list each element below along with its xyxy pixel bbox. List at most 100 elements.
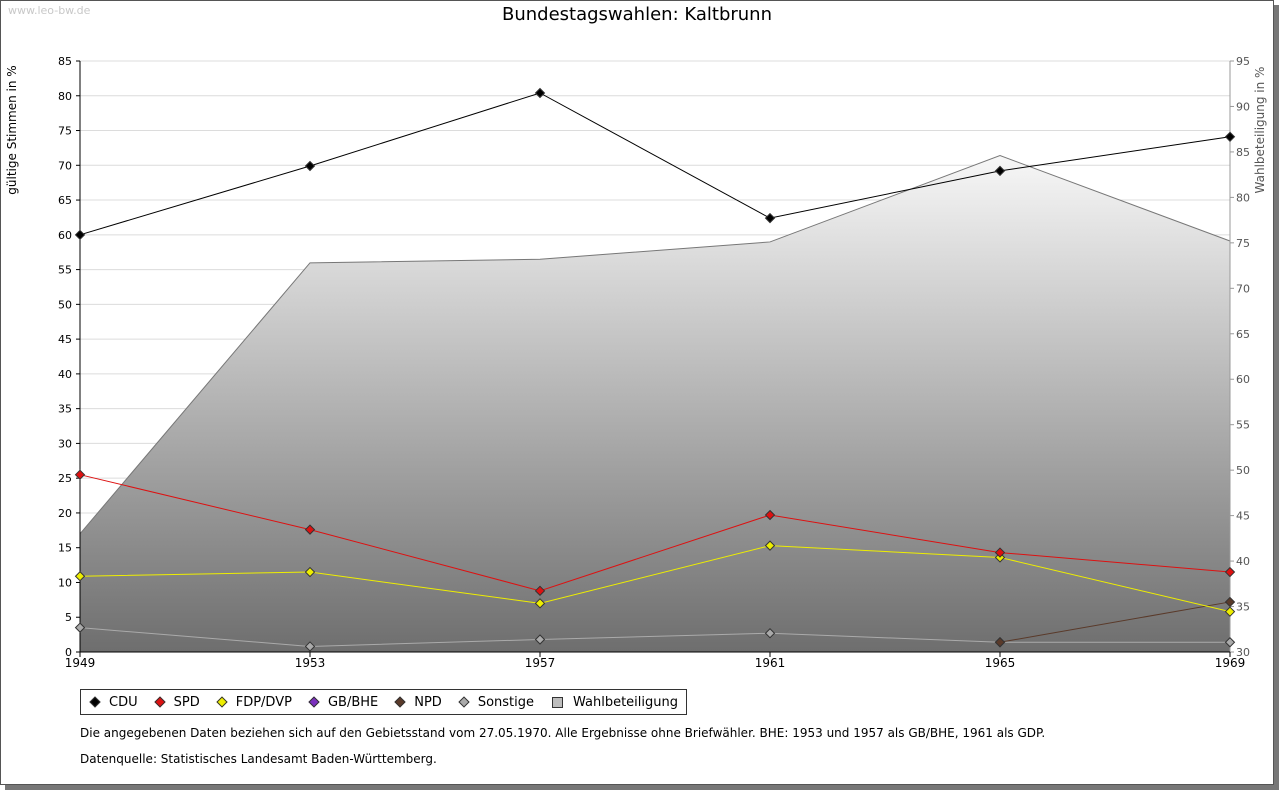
- legend-item-spd: SPD: [152, 695, 200, 710]
- y-tick-label-left: 70: [58, 159, 72, 172]
- turnout-line: [79, 155, 1231, 535]
- y-tick-label-left: 0: [65, 646, 72, 659]
- footnote-area: Die angegebenen Daten beziehen sich auf …: [80, 726, 1046, 740]
- x-tick-label: 1949: [65, 656, 96, 670]
- y-tick-label-left: 60: [58, 229, 72, 242]
- legend-marker-icon: [394, 696, 406, 708]
- legend: CDU SPD FDP/DVP GB/BHE NPD Sonstige Wahlbeteil…: [80, 689, 688, 715]
- data-point-cdu: [994, 165, 1006, 177]
- data-point-cdu: [74, 229, 86, 241]
- x-tick-label: 1957: [525, 656, 556, 670]
- y-tick-label-right: 80: [1236, 191, 1250, 204]
- y-tick-label-right: 45: [1236, 510, 1250, 523]
- y-tick-label-left: 75: [58, 125, 72, 138]
- data-point-npd: [994, 637, 1006, 648]
- legend-marker-icon: [153, 696, 166, 708]
- data-point-spd: [534, 585, 546, 597]
- y-tick-label-right: 90: [1236, 100, 1250, 113]
- turnout-area: [79, 155, 1231, 652]
- legend-label: FDP/DVP: [235, 694, 292, 710]
- data-point-fdpdvp: [1224, 606, 1236, 617]
- data-point-sonstige: [1224, 637, 1236, 648]
- data-point-sonstige: [534, 634, 546, 645]
- legend-label: SPD: [173, 694, 200, 710]
- x-tick-label: 1965: [985, 656, 1016, 670]
- y-tick-label-left: 20: [58, 507, 72, 520]
- data-point-npd: [1224, 596, 1236, 608]
- legend-item-sonstige: Sonstige: [456, 695, 534, 710]
- legend-marker-icon: [216, 696, 228, 708]
- data-point-sonstige: [74, 622, 86, 633]
- series-line-spd: [79, 474, 1231, 592]
- y-tick-label-left: 30: [58, 437, 72, 450]
- y-tick-label-left: 45: [58, 333, 72, 346]
- series-line-cdu: [79, 92, 1231, 236]
- series-lines: [79, 92, 1231, 647]
- x-tick-label: 1961: [755, 656, 786, 670]
- watermark: www.leo-bw.de: [8, 4, 91, 17]
- y-tick-label-right: 50: [1236, 464, 1250, 477]
- x-tick-label: 1969: [1215, 656, 1246, 670]
- data-point-fdpdvp: [74, 571, 86, 582]
- y-tick-label-right: 60: [1236, 373, 1250, 386]
- y-tick-label-left: 15: [58, 542, 72, 555]
- y-tick-label-left: 10: [58, 576, 72, 589]
- x-tick-label: 1953: [295, 656, 326, 670]
- y-tick-label-left: 65: [58, 194, 72, 207]
- legend-marker-icon: [89, 696, 101, 708]
- y-tick-label-right: 85: [1236, 146, 1250, 159]
- legend-label: NPD: [414, 694, 442, 710]
- data-point-spd: [994, 547, 1006, 558]
- chart-plot: 0 5 10 15 20 25 30 35 40 45 50 55 60 65 70 75 80 85 30 35 40…: [58, 55, 1250, 670]
- y-tick-label-right: 40: [1236, 555, 1250, 568]
- data-point-sonstige: [304, 641, 316, 652]
- footnote-source: Datenquelle: Statistisches Landesamt Bad…: [80, 752, 437, 766]
- axes: 0 5 10 15 20 25 30 35 40 45 50 55 60 65 70 75 80 85 30 35 40…: [58, 55, 1250, 670]
- y-tick-label-left: 25: [58, 472, 72, 485]
- data-point-cdu: [304, 160, 316, 172]
- legend-label: CDU: [109, 694, 138, 710]
- legend-item-gbbhe: GB/BHE: [306, 695, 378, 710]
- data-point-cdu: [534, 87, 546, 99]
- y-tick-label-left: 80: [58, 90, 72, 103]
- series-line-sonstige: [79, 627, 1230, 647]
- legend-marker-icon: [308, 696, 320, 708]
- data-point-spd: [1224, 566, 1236, 578]
- turnout-area-fill: [80, 155, 1230, 652]
- legend-label: Sonstige: [477, 694, 534, 710]
- y-tick-label-left: 35: [58, 403, 72, 416]
- legend-marker-icon: [552, 696, 563, 708]
- series-line-npd: [999, 601, 1231, 643]
- y-tick-label-left: 55: [58, 264, 72, 277]
- y-tick-label-right: 30: [1236, 646, 1250, 659]
- series-markers: [74, 87, 1236, 652]
- y-tick-label-right: 70: [1236, 282, 1250, 295]
- data-point-sonstige: [764, 628, 776, 639]
- y-tick-label-right: 65: [1236, 328, 1250, 341]
- legend-item-wahlbeteiligung: Wahlbeteiligung: [548, 695, 678, 710]
- data-point-spd: [304, 524, 316, 535]
- y-tick-label-right: 75: [1236, 237, 1250, 250]
- chart-title: Bundestagswahlen: Kaltbrunn: [502, 4, 772, 25]
- data-point-fdpdvp: [534, 598, 546, 609]
- y-tick-label-right: 95: [1236, 55, 1250, 68]
- legend-item-npd: NPD: [392, 695, 442, 710]
- legend-label: Wahlbeteiligung: [573, 694, 679, 710]
- y-tick-label-right: 35: [1236, 601, 1250, 614]
- legend-label: GB/BHE: [327, 694, 379, 710]
- data-point-fdpdvp: [304, 566, 316, 578]
- series-line-fdpdvp: [79, 545, 1231, 613]
- data-point-spd: [764, 509, 776, 521]
- data-point-spd: [74, 469, 86, 480]
- y-tick-label-left: 50: [58, 298, 72, 311]
- y-tick-label-right: 55: [1236, 419, 1250, 432]
- y-tick-label-left: 85: [58, 55, 72, 68]
- y-tick-label-left: 5: [65, 611, 72, 624]
- data-point-cdu: [1224, 131, 1236, 142]
- legend-item-cdu: CDU: [87, 695, 138, 710]
- legend-item-fdpdvp: FDP/DVP: [214, 695, 292, 710]
- data-point-fdpdvp: [764, 540, 776, 551]
- data-point-cdu: [764, 212, 776, 224]
- legend-marker-icon: [458, 696, 470, 708]
- y-tick-label-left: 40: [58, 368, 72, 381]
